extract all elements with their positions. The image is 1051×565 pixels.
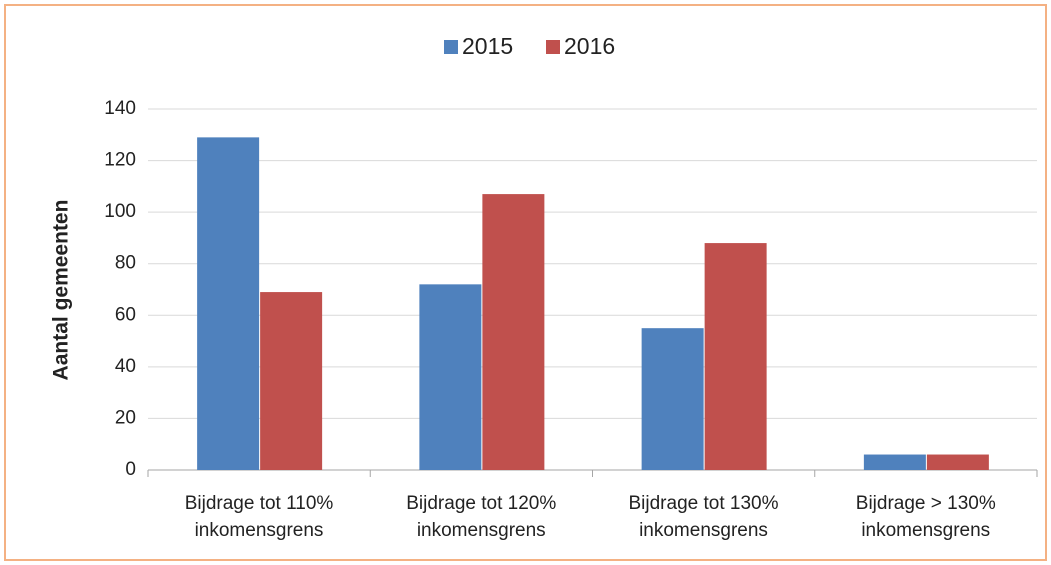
y-tick-label: 140 [104,98,136,119]
x-tick-label: Bijdrage tot 110% inkomensgrens [184,493,334,541]
y-tick-label: 0 [125,459,136,480]
y-tick-label: 80 [115,253,136,274]
x-tick-label: Bijdrage > 130% inkomensgrens [855,493,996,541]
bar [863,454,926,470]
y-tick-label: 20 [115,407,136,428]
bar [419,284,482,470]
bar [641,328,704,470]
bar [260,292,323,470]
y-tick-label: 60 [115,304,136,325]
y-axis-label: Aantal gemeenten [50,200,73,381]
y-tick-label: 100 [104,201,136,222]
legend-label: 2016 [564,33,615,59]
bar [704,243,767,470]
legend-label: 2015 [462,33,513,59]
bar [197,137,260,470]
y-tick-label: 40 [115,356,136,377]
x-tick-label: Bijdrage tot 120% inkomensgrens [406,493,557,541]
bar [482,194,545,471]
x-tick-label: Bijdrage tot 130% inkomensgrens [628,493,779,541]
legend-swatch [444,40,458,54]
y-tick-label: 120 [104,150,136,171]
bar [926,454,989,470]
legend-swatch [546,40,560,54]
